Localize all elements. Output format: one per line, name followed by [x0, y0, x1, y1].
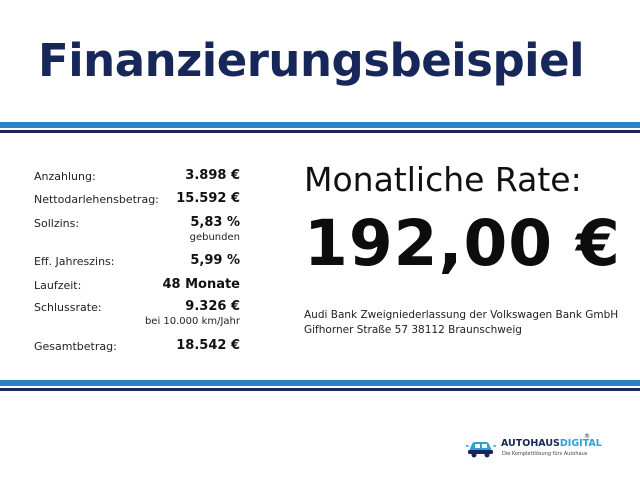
detail-value: 18.542 € — [176, 338, 240, 353]
top-stripe-navy — [0, 130, 640, 133]
monthly-rate-value: 192,00 € — [304, 207, 621, 280]
bank-info: Audi Bank Zweigniederlassung der Volkswa… — [304, 308, 618, 338]
detail-label: Gesamtbetrag: — [34, 340, 117, 353]
detail-value: 3.898 € — [185, 168, 240, 183]
detail-value: 48 Monate — [162, 277, 240, 292]
detail-value: 5,83 % — [190, 215, 240, 230]
detail-value: 15.592 € — [176, 191, 240, 206]
detail-value: 9.326 € — [185, 299, 240, 314]
detail-label: Anzahlung: — [34, 170, 96, 183]
page-title: Finanzierungsbeispiel — [38, 34, 585, 87]
bank-line-1: Audi Bank Zweigniederlassung der Volkswa… — [304, 309, 619, 321]
car-circuit-icon — [466, 442, 496, 458]
logo-wordmark: AUTOHAUSDIGITAL — [501, 438, 602, 449]
detail-label: Eff. Jahreszins: — [34, 255, 115, 268]
bottom-stripe-blue — [0, 380, 640, 386]
logo-wordmark-main: AUTOHAUS — [501, 438, 560, 449]
finance-panel — [0, 133, 640, 379]
registered-mark: ® — [584, 433, 590, 440]
detail-label: Sollzins: — [34, 217, 80, 230]
monthly-rate-label: Monatliche Rate: — [304, 160, 582, 199]
bank-line-2: Gifhorner Straße 57 38112 Braunschweig — [304, 324, 522, 336]
detail-sub: bei 10.000 km/Jahr — [144, 316, 240, 327]
bottom-stripe-navy — [0, 388, 640, 391]
detail-label: Laufzeit: — [34, 279, 82, 292]
detail-label: Schlussrate: — [34, 301, 102, 314]
top-stripe-blue — [0, 122, 640, 128]
detail-value: 5,99 % — [190, 253, 240, 268]
autohaus-digital-logo: AUTOHAUSDIGITAL ® Die Komplettlösung für… — [466, 432, 602, 462]
logo-tagline: Die Komplettlösung fürs Autohaus — [502, 451, 588, 457]
detail-label: Nettodarlehensbetrag: — [34, 193, 159, 206]
detail-sub: gebunden — [189, 232, 240, 243]
logo-wordmark-accent: DIGITAL — [559, 438, 602, 449]
